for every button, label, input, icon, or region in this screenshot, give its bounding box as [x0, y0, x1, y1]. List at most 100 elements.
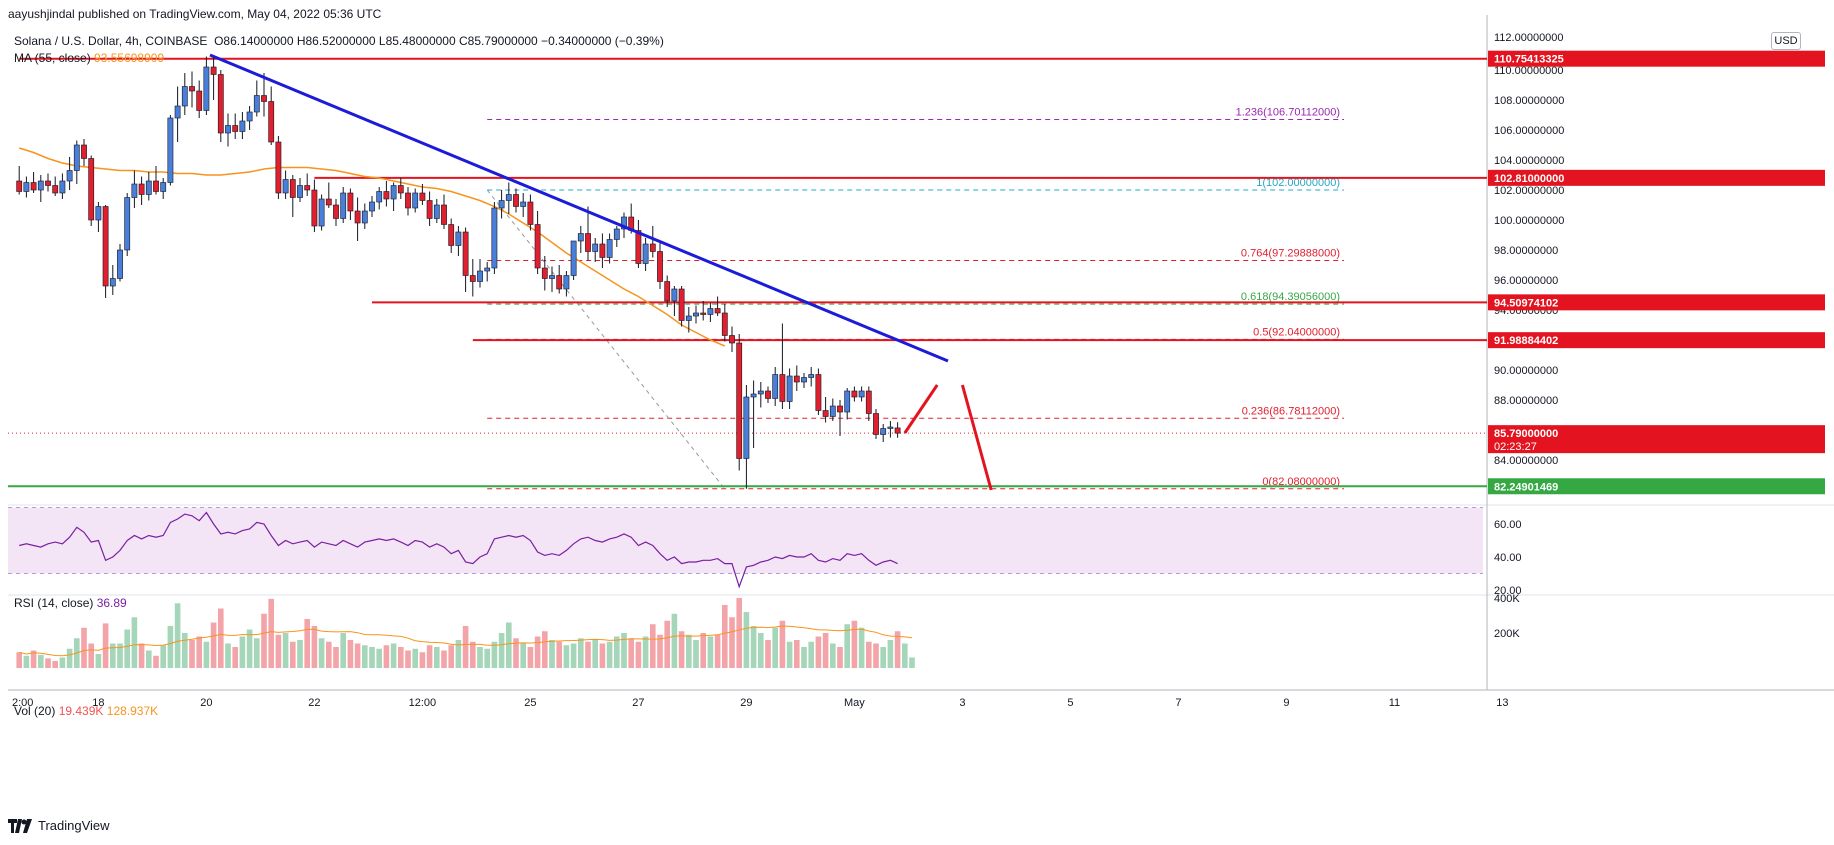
candle-body	[678, 288, 685, 321]
candle	[671, 286, 678, 316]
candle	[815, 368, 822, 415]
candle-body	[484, 267, 491, 272]
candle-body	[858, 390, 865, 398]
candle-body	[613, 228, 620, 240]
candle-body	[851, 390, 858, 398]
volume-bar	[491, 641, 498, 668]
candle	[405, 187, 411, 216]
volume-bar	[902, 643, 908, 668]
candle-body	[325, 198, 332, 206]
fib-level-label: 0.236(86.78112000)	[1242, 405, 1340, 417]
fib-retracement[interactable]: 1.236(106.70112000) 1(102.00000000) 0.764(…	[486, 106, 1344, 490]
currency-badge[interactable]: USD	[1771, 32, 1801, 50]
volume-bar	[239, 636, 246, 668]
candle-body	[419, 192, 426, 201]
volume-bar	[131, 617, 138, 668]
resistance-price-label-bg	[1488, 50, 1825, 67]
volume-tick-label: 400K	[1494, 593, 1520, 605]
candle-body	[109, 278, 116, 287]
ma-value: 93.55698909	[94, 51, 165, 65]
time-tick-label: 3	[959, 697, 965, 709]
candle-body	[369, 201, 375, 212]
volume-bar	[858, 627, 865, 668]
volume-bar	[246, 629, 253, 668]
candle	[556, 265, 563, 294]
candle	[592, 238, 599, 262]
volume-bar	[786, 641, 793, 668]
volume-bar	[52, 661, 58, 668]
price-tick-label: 112.00000000	[1494, 32, 1564, 44]
candle	[858, 386, 865, 402]
candle-body	[45, 180, 51, 186]
candle-body	[448, 224, 455, 246]
candle-body	[865, 390, 872, 414]
volume-bar	[189, 640, 195, 668]
horizontal-levels[interactable]	[8, 57, 1487, 488]
candle	[30, 172, 37, 193]
candle	[138, 176, 145, 205]
rsi-legend[interactable]: RSI (14, close) 36.89	[14, 596, 127, 610]
fib-level-label: 0.5(92.04000000)	[1253, 326, 1340, 338]
time-tick-label: 5	[1067, 697, 1073, 709]
candle	[16, 166, 23, 195]
candle-body	[124, 197, 131, 251]
candle-body	[642, 243, 649, 264]
footer-brand[interactable]: TradingView	[8, 818, 110, 833]
volume-bar	[218, 608, 224, 668]
price-tick-label: 102.00000000	[1494, 185, 1564, 197]
candle-body	[520, 201, 527, 207]
volume-bar	[383, 645, 390, 668]
candle-body	[261, 95, 267, 102]
candle	[693, 305, 699, 324]
volume-bar	[434, 647, 440, 668]
candle-body	[333, 204, 339, 219]
volume-bar	[909, 657, 915, 668]
candle-body	[894, 427, 901, 434]
candle	[721, 304, 728, 342]
volume-bar	[95, 654, 102, 668]
candle-body	[66, 170, 73, 182]
volume-bar	[426, 645, 433, 668]
volume-bar	[664, 620, 670, 668]
candle-body	[232, 125, 239, 132]
ma-legend[interactable]: MA (55, close) 93.55698909	[14, 51, 164, 65]
candle-body	[779, 374, 786, 402]
volume-bar	[520, 643, 526, 668]
candle	[311, 179, 318, 232]
publisher-line: aayushjindal published on TradingView.co…	[8, 7, 382, 21]
volume-bar	[441, 650, 447, 668]
volume-bar	[628, 638, 634, 668]
candle-body	[23, 182, 30, 192]
footer-brand-label: TradingView	[38, 818, 110, 833]
candle	[361, 203, 368, 229]
volume-bar	[196, 636, 202, 668]
volume-bar	[866, 641, 872, 668]
candle-body	[635, 230, 642, 264]
price-tick-label: 90.00000000	[1494, 365, 1558, 377]
resistance-price-label: 91.98884402	[1494, 335, 1558, 347]
fib-level-label: 0.764(97.29888000)	[1241, 248, 1340, 260]
candle	[635, 220, 642, 268]
volume-label: Vol (20)	[14, 704, 56, 718]
candle	[153, 166, 159, 195]
candle-body	[750, 393, 757, 398]
candle-body	[354, 210, 361, 224]
volume-bar	[693, 640, 699, 668]
candle-body	[592, 243, 599, 252]
volume-bar	[232, 647, 238, 668]
volume-bar	[873, 643, 879, 668]
volume-legend[interactable]: Vol (20) 19.439K 128.937K	[14, 704, 158, 718]
resistance-price-label-bg	[1488, 294, 1825, 311]
candle	[45, 173, 51, 192]
drawings[interactable]	[209, 53, 993, 491]
volume-bar	[606, 641, 613, 668]
candle-body	[210, 66, 217, 75]
rsi-tick-label: 60.00	[1494, 519, 1522, 531]
candle-body	[405, 192, 411, 209]
volume-bar	[614, 636, 620, 668]
volume-bar	[117, 643, 123, 668]
volume-bar	[66, 648, 73, 668]
candle	[282, 170, 289, 199]
candle-body	[757, 390, 764, 395]
